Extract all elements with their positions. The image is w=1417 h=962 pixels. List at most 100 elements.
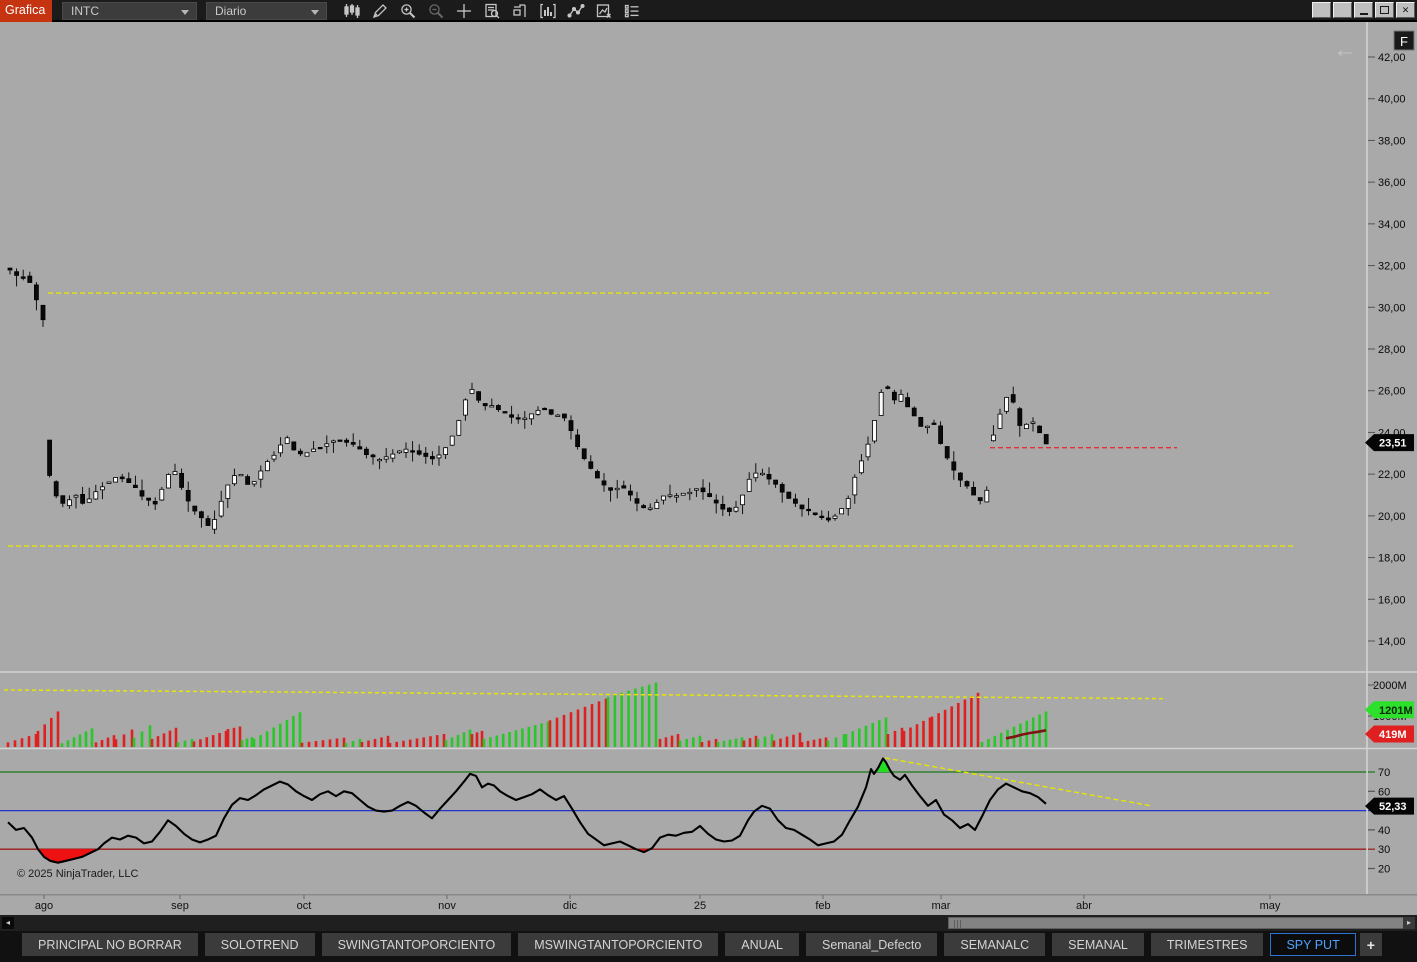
volume-bar — [987, 739, 990, 747]
volume-bar — [664, 737, 668, 747]
candle — [416, 450, 422, 455]
minimize-button[interactable] — [1354, 2, 1373, 18]
candle — [119, 476, 125, 480]
indicators-button[interactable] — [534, 0, 562, 22]
workspace-tab-spy-put[interactable]: SPY PUT — [1270, 933, 1356, 956]
scroll-left-button[interactable]: ◂ — [2, 917, 14, 929]
candle — [482, 403, 488, 407]
maximize-button[interactable] — [1375, 2, 1394, 18]
volume-bar — [970, 696, 973, 747]
volume-bar — [792, 734, 795, 747]
price-axis[interactable]: 42,00 40,00 38,00 36,00 34,00 32,00 30,00 28,00… — [1365, 22, 1415, 895]
candle — [284, 437, 290, 444]
volume-bar — [893, 730, 897, 747]
workspace-tab-principal-no-borrar[interactable]: PRINCIPAL NO BORRAR — [22, 933, 198, 956]
zoom-out-button[interactable] — [422, 0, 450, 22]
volume-bar — [84, 731, 88, 747]
candle — [126, 478, 132, 484]
strategies-button[interactable] — [590, 0, 618, 22]
period-dropdown[interactable]: Diario — [206, 2, 327, 20]
candle — [449, 435, 455, 446]
candle — [720, 503, 726, 510]
workspace-tab-mswingtantoporciento[interactable]: MSWINGTANTOPORCIENTO — [518, 933, 719, 956]
volume-bar — [851, 731, 854, 747]
workspace-tab-semanal-defecto[interactable]: Semanal_Defecto — [805, 933, 938, 956]
candle — [264, 461, 270, 472]
crosshair-button[interactable] — [450, 0, 478, 22]
properties-button[interactable] — [618, 0, 646, 22]
price-pane: ← — [7, 36, 1357, 547]
volume-bar — [864, 725, 868, 747]
app-tab-grafica[interactable]: Grafica — [0, 0, 52, 22]
volume-bar — [909, 727, 912, 747]
candle — [27, 275, 33, 283]
chart-area[interactable]: ← © 2025 NinjaTrader, LLC 42,00 40,00 38,00 3… — [0, 22, 1417, 915]
volume-bar — [272, 727, 275, 747]
time-axis[interactable]: ago sep oct nov dic 25 feb mar abr may — [0, 894, 1417, 915]
zoom-in-button[interactable] — [394, 0, 422, 22]
window-blank-button[interactable] — [1333, 2, 1352, 18]
candle — [713, 499, 719, 504]
workspace-tab-anual[interactable]: ANUAL — [725, 933, 799, 956]
price-axis-label: 34,00 — [1378, 219, 1406, 231]
volume-bar — [224, 730, 228, 747]
candle — [1030, 421, 1036, 424]
volume-bar — [980, 742, 984, 747]
volume-bar — [654, 682, 658, 747]
candle — [898, 393, 904, 402]
workspace-tab-solotrend[interactable]: SOLOTREND — [204, 933, 315, 956]
workspace-tab-semanal[interactable]: SEMANAL — [1052, 933, 1144, 956]
zoom-in-icon — [401, 4, 416, 19]
candle — [951, 461, 957, 471]
workspace-tab-trimestres[interactable]: TRIMESTRES — [1150, 933, 1264, 956]
candle — [1010, 394, 1016, 403]
candle — [60, 495, 66, 504]
scroll-right-button[interactable]: ▸ — [1403, 917, 1415, 929]
drawing-tools-button[interactable] — [562, 0, 590, 22]
draw-button[interactable] — [366, 0, 394, 22]
candle — [680, 492, 686, 496]
horizontal-scrollbar: ◂ ▸ — [0, 915, 1417, 931]
candle — [469, 388, 475, 394]
data-box-button[interactable] — [478, 0, 506, 22]
close-button[interactable]: ✕ — [1396, 2, 1415, 18]
add-tab-button[interactable]: + — [1359, 933, 1382, 956]
candle — [779, 484, 785, 493]
candle — [509, 414, 515, 418]
volume-bar — [176, 742, 180, 748]
candle — [872, 419, 877, 442]
candle — [905, 397, 910, 408]
volume-bar — [501, 733, 505, 747]
chart-trader-button[interactable] — [506, 0, 534, 22]
candle — [958, 472, 963, 481]
volume-bar — [373, 738, 377, 747]
workspace-tab-swingtantoporciento[interactable]: SWINGTANTOPORCIENTO — [321, 933, 512, 956]
candle — [845, 498, 851, 509]
window-blank-button[interactable] — [1312, 2, 1331, 18]
scroll-back-icon[interactable]: ← — [1333, 36, 1357, 63]
volume-bar — [50, 717, 53, 747]
fixed-scale-marker[interactable]: F — [1393, 30, 1415, 51]
candle — [410, 450, 416, 453]
volume-bar — [900, 727, 904, 747]
candle — [251, 481, 257, 485]
volume-bar — [298, 712, 302, 747]
scrollbar-thumb[interactable] — [948, 917, 1404, 929]
chart-style-button[interactable] — [338, 0, 366, 22]
volume-bar — [546, 721, 550, 747]
candle — [911, 407, 917, 417]
instrument-dropdown[interactable]: INTC — [62, 2, 197, 20]
svg-text:23,51: 23,51 — [1379, 438, 1407, 450]
volume-bar — [148, 725, 152, 747]
chevron-down-icon — [181, 10, 189, 15]
volume-bar — [422, 737, 425, 747]
copyright-text: © 2025 NinjaTrader, LLC — [17, 868, 138, 880]
volume-bar — [728, 739, 732, 747]
volume-bar — [514, 730, 518, 747]
volume-bar — [245, 738, 249, 747]
volume-bar — [1044, 711, 1048, 747]
workspace-tab-semanalc[interactable]: SEMANALC — [944, 933, 1046, 956]
svg-text:52,33: 52,33 — [1379, 801, 1407, 813]
candle — [634, 498, 640, 504]
indicators-icon — [540, 3, 556, 19]
